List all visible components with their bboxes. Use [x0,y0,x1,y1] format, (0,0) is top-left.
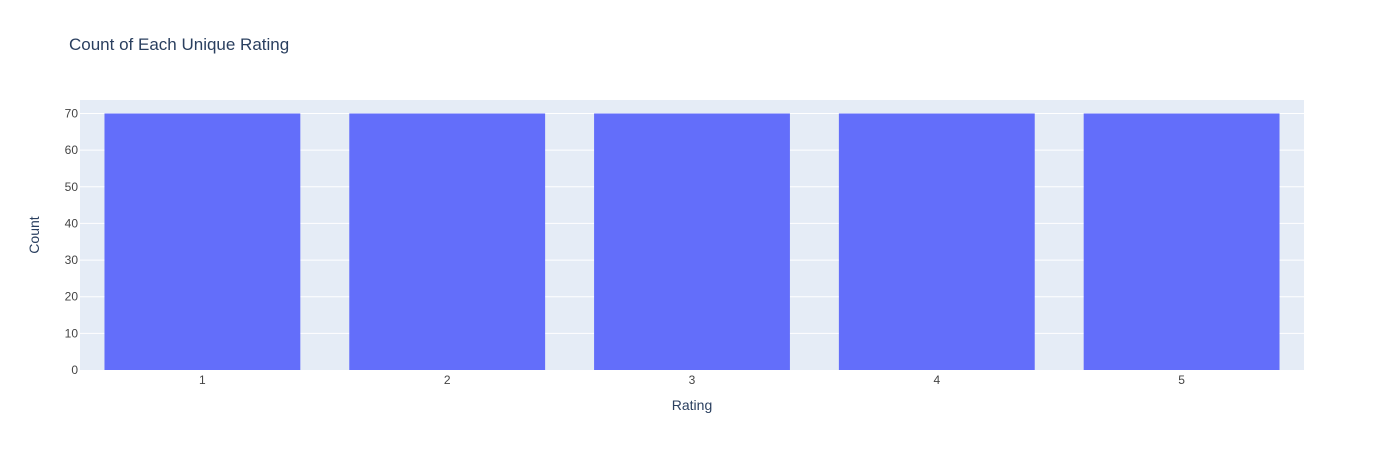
y-tick-label: 40 [65,216,79,230]
bar-rating-5 [1083,113,1280,370]
bar-rating-4 [838,113,1035,370]
bars [104,113,1280,370]
y-tick-label: 10 [65,326,79,340]
y-axis-title: Count [26,216,42,253]
bar-rating-2 [349,113,546,370]
x-tick-label: 5 [1178,373,1185,387]
x-tick-label: 2 [444,373,451,387]
bar-rating-3 [594,113,790,370]
y-tick-label: 30 [65,253,79,267]
x-tick-label: 1 [199,373,206,387]
y-tick-label: 60 [65,143,79,157]
y-tick-label: 50 [65,180,79,194]
x-tick-label: 3 [689,373,696,387]
y-axis-ticks: 0 10 20 30 40 50 60 70 [65,106,79,377]
y-tick-label: 20 [65,290,79,304]
bar-rating-1 [104,113,301,370]
x-tick-label: 4 [933,373,940,387]
y-tick-label: 0 [71,363,78,377]
x-axis-title: Rating [672,397,712,413]
x-axis-ticks: 1 2 3 4 5 [199,373,1185,387]
chart-title: Count of Each Unique Rating [69,35,289,54]
y-tick-label: 70 [65,106,79,120]
